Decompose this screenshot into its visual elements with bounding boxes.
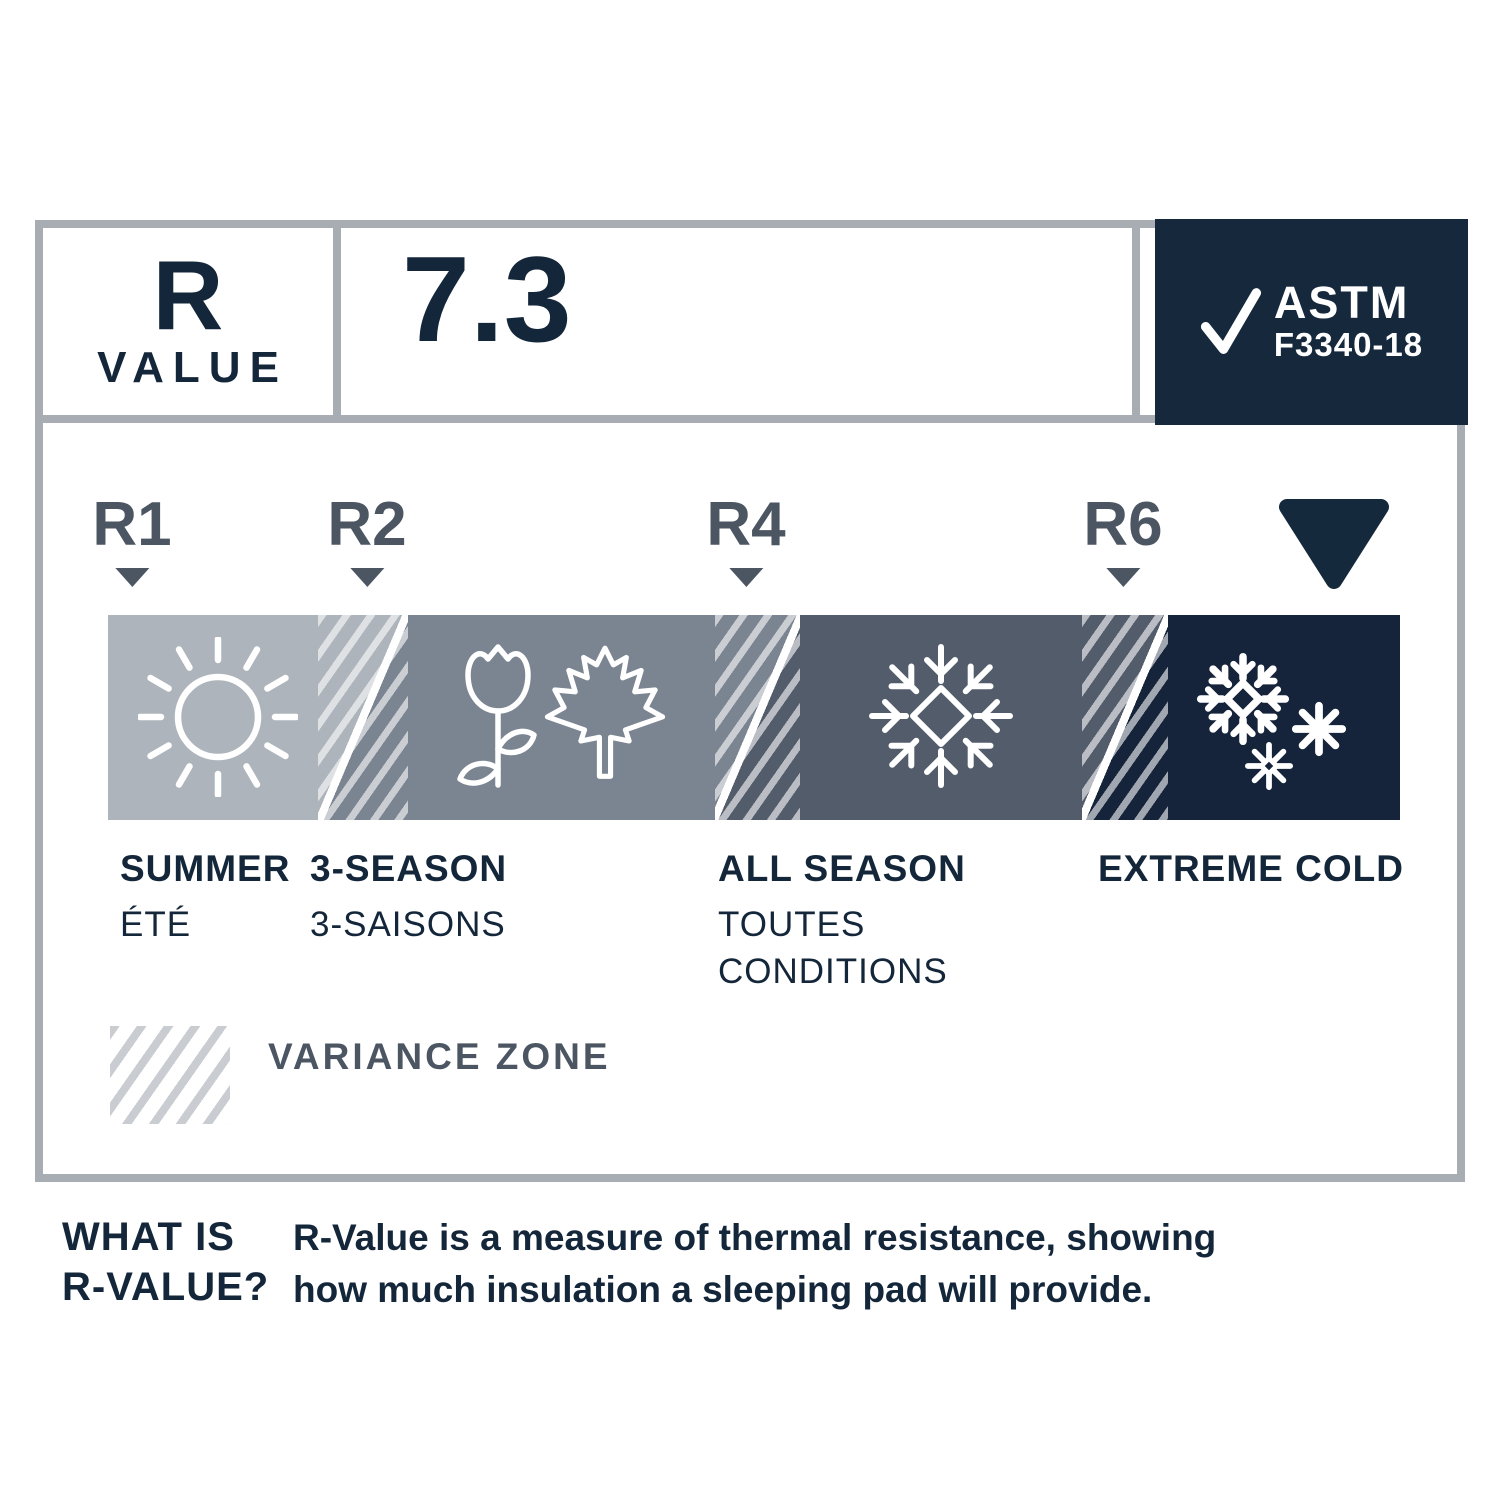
marker-label: R4 [706, 490, 786, 559]
header-cell-divider [1132, 220, 1140, 423]
segment-subtitle-line1: TOUTES [718, 905, 866, 944]
marker-arrow-icon [114, 568, 149, 587]
segment-subtitle: TOUTES CONDITIONS [718, 901, 966, 996]
astm-number: F3340-18 [1273, 325, 1424, 363]
footer-answer-line1: R-Value is a measure of thermal resistan… [293, 1217, 1217, 1258]
footer-answer: R-Value is a measure of thermal resistan… [293, 1212, 1216, 1316]
value-indicator-icon [1279, 499, 1389, 589]
label-all-season: ALL SEASON TOUTES CONDITIONS [718, 850, 966, 996]
segment-all-season [800, 615, 1082, 820]
segment-3-season [408, 615, 715, 820]
segment-extreme-cold [1168, 615, 1400, 820]
label-extreme-cold: EXTREME COLD [1098, 850, 1404, 887]
r-value-number: 7.3 [402, 231, 572, 367]
variance-zone-label: VARIANCE ZONE [268, 1036, 611, 1077]
r-letter: R [152, 240, 224, 351]
marker-arrow-icon [728, 568, 763, 587]
astm-text: ASTM F3340-18 [1274, 280, 1423, 365]
r-value-label: R VALUE [43, 228, 333, 415]
astm-standard: ASTM [1273, 276, 1410, 328]
segment-title: 3-SEASON [310, 848, 508, 889]
segment-title: SUMMER [120, 848, 291, 889]
snowflake-small-icon [1291, 701, 1347, 757]
marker-r1: R1 [92, 490, 172, 587]
value-word: VALUE [97, 342, 288, 392]
segment-title: EXTREME COLD [1098, 848, 1404, 889]
footer-question-line2: R-VALUE? [62, 1265, 270, 1309]
label-3-season: 3-SEASON 3-SAISONS [310, 850, 507, 948]
marker-label: R2 [327, 490, 407, 559]
snowflakes-cluster-icon [1196, 652, 1290, 746]
footer-question: WHAT IS R-VALUE? [62, 1212, 269, 1312]
marker-r2: R2 [327, 490, 407, 587]
marker-label: R1 [92, 490, 172, 559]
marker-label: R6 [1083, 490, 1163, 559]
snowflake-tiny-icon [1245, 742, 1293, 790]
tulip-icon [457, 644, 537, 788]
footer-question-line1: WHAT IS [62, 1215, 235, 1259]
astm-badge: ASTM F3340-18 [1155, 219, 1468, 425]
marker-r6: R6 [1083, 490, 1163, 587]
header-cell-divider [333, 220, 341, 423]
r-value-scale-bar [108, 615, 1400, 820]
header-divider [35, 415, 1465, 423]
segment-title: ALL SEASON [718, 848, 966, 889]
snowflake-icon [866, 641, 1016, 791]
segment-summer [108, 615, 318, 820]
segment-subtitle: 3-SAISONS [310, 905, 506, 944]
sun-icon [138, 637, 298, 797]
segment-subtitle-line2: CONDITIONS [718, 952, 948, 992]
footer-answer-line2: how much insulation a sleeping pad will … [293, 1268, 1153, 1310]
marker-arrow-icon [349, 568, 384, 587]
variance-zone-swatch [110, 1026, 230, 1124]
label-summer: SUMMER ÉTÉ [120, 850, 290, 948]
variance-zone-3 [1082, 615, 1168, 820]
check-icon [1200, 288, 1261, 354]
variance-zone-2 [715, 615, 800, 820]
marker-arrow-icon [1105, 568, 1140, 587]
variance-zone-1 [318, 615, 408, 820]
maple-leaf-icon [544, 645, 666, 779]
segment-subtitle: ÉTÉ [120, 905, 192, 944]
marker-r4: R4 [706, 490, 786, 587]
